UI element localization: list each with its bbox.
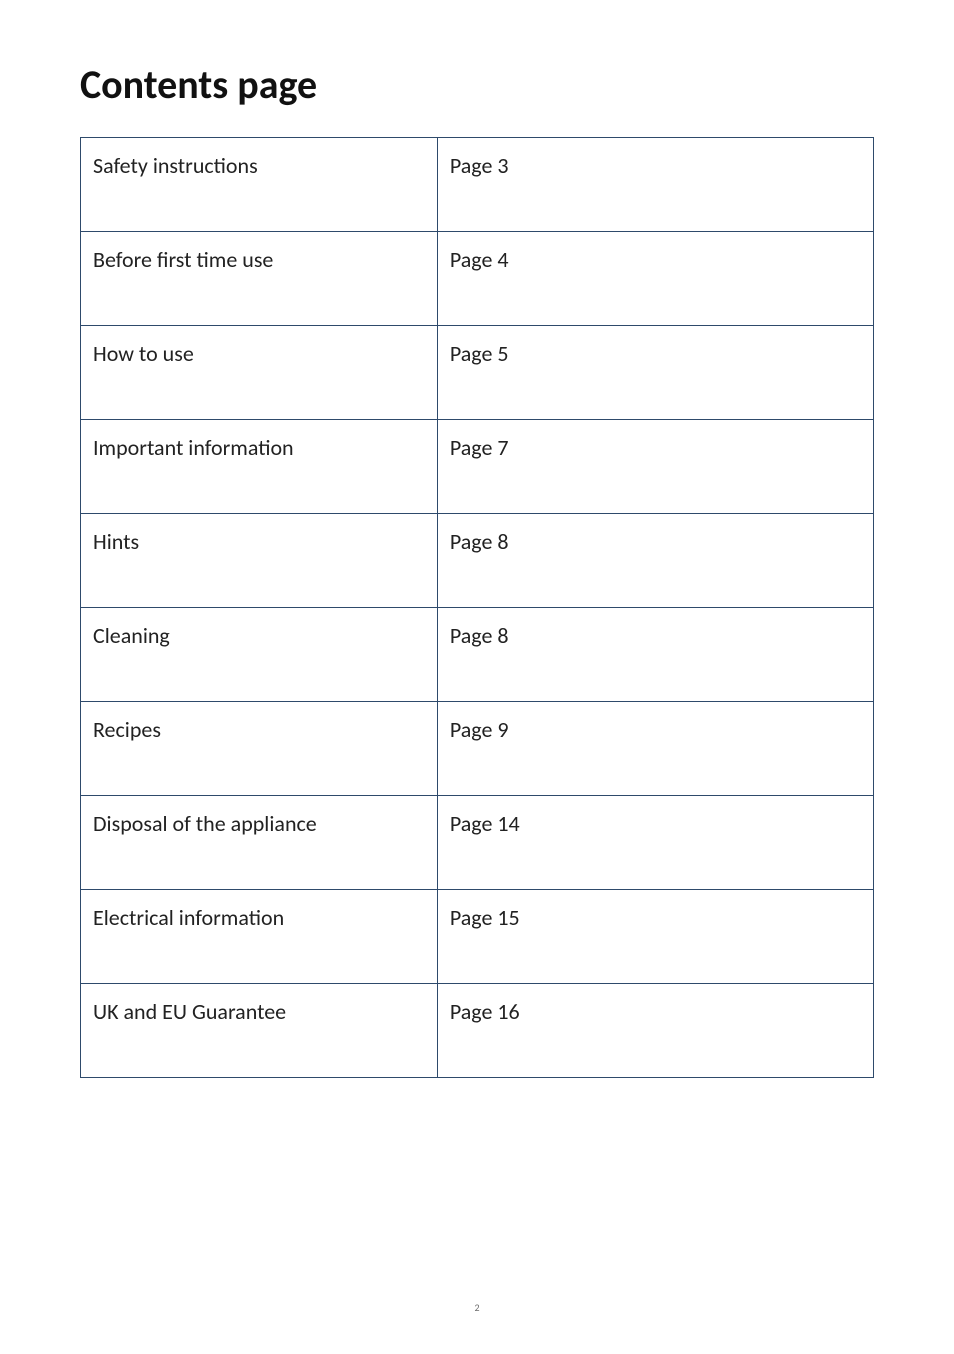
toc-page-cell: Page 9 [437,702,873,796]
contents-table: Safety instructions Page 3 Before first … [80,137,874,1078]
table-row: Important information Page 7 [81,420,874,514]
table-row: UK and EU Guarantee Page 16 [81,984,874,1078]
table-row: Before first time use Page 4 [81,232,874,326]
page-title: Contents page [80,60,874,109]
toc-topic-cell: Important information [81,420,438,514]
toc-page-cell: Page 5 [437,326,873,420]
toc-topic-cell: UK and EU Guarantee [81,984,438,1078]
table-row: Safety instructions Page 3 [81,138,874,232]
table-row: Cleaning Page 8 [81,608,874,702]
toc-topic-cell: Safety instructions [81,138,438,232]
table-row: Recipes Page 9 [81,702,874,796]
toc-page-cell: Page 7 [437,420,873,514]
document-page: Contents page Safety instructions Page 3… [0,0,954,1354]
toc-topic-cell: Hints [81,514,438,608]
toc-page-cell: Page 16 [437,984,873,1078]
toc-page-cell: Page 14 [437,796,873,890]
toc-topic-cell: Electrical information [81,890,438,984]
toc-topic-cell: Before first time use [81,232,438,326]
toc-page-cell: Page 15 [437,890,873,984]
toc-page-cell: Page 8 [437,514,873,608]
toc-topic-cell: How to use [81,326,438,420]
table-row: Hints Page 8 [81,514,874,608]
toc-page-cell: Page 8 [437,608,873,702]
toc-topic-cell: Cleaning [81,608,438,702]
table-row: Electrical information Page 15 [81,890,874,984]
toc-topic-cell: Disposal of the appliance [81,796,438,890]
toc-page-cell: Page 3 [437,138,873,232]
page-number: 2 [0,1301,954,1314]
table-row: How to use Page 5 [81,326,874,420]
table-row: Disposal of the appliance Page 14 [81,796,874,890]
toc-page-cell: Page 4 [437,232,873,326]
toc-topic-cell: Recipes [81,702,438,796]
